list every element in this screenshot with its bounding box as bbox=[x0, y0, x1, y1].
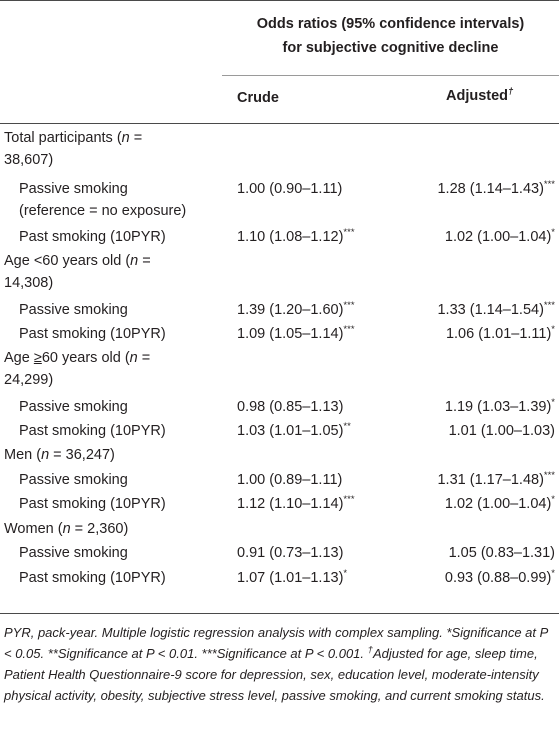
cell-crude: 0.98 (0.85–1.13) bbox=[237, 399, 344, 415]
row-label: Passive smoking bbox=[19, 302, 128, 318]
cell-adjusted: 1.33 (1.14–1.54)*** bbox=[437, 300, 555, 318]
cell-crude: 1.09 (1.05–1.14)*** bbox=[237, 324, 355, 342]
cell-adjusted: 1.06 (1.01–1.11)* bbox=[445, 324, 555, 342]
spanning-header: Odds ratios (95% confidence intervals) f… bbox=[222, 12, 559, 60]
row-label: Past smoking (10PYR) bbox=[19, 496, 166, 512]
row-label: Past smoking (10PYR) bbox=[19, 229, 166, 245]
cell-adjusted: 1.05 (0.83–1.31) bbox=[448, 545, 555, 561]
group-label-men: Men (n = 36,247) bbox=[4, 447, 115, 463]
row-label: Past smoking (10PYR) bbox=[19, 570, 166, 586]
col-header-adjusted-label: Adjusted bbox=[446, 88, 509, 104]
cell-crude: 1.12 (1.10–1.14)*** bbox=[237, 494, 355, 512]
cell-crude: 1.03 (1.01–1.05)** bbox=[237, 421, 351, 439]
group-label-age-60-plus: Age ≥60 years old (n = 24,299) bbox=[4, 350, 151, 388]
cell-crude: 1.00 (0.90–1.11) bbox=[237, 181, 343, 197]
header-line-2: for subjective cognitive decline bbox=[282, 40, 499, 56]
cell-crude: 0.91 (0.73–1.13) bbox=[237, 545, 344, 561]
cell-adjusted: 0.93 (0.88–0.99)* bbox=[444, 568, 555, 586]
row-label: Passive smoking (reference = no exposure) bbox=[19, 181, 187, 219]
col-header-adjusted: Adjusted† bbox=[446, 84, 513, 108]
row-label: Passive smoking bbox=[19, 472, 128, 488]
cell-adjusted: 1.01 (1.00–1.03) bbox=[448, 423, 555, 439]
row-label: Passive smoking bbox=[19, 399, 128, 415]
cell-adjusted: 1.02 (1.00–1.04)* bbox=[444, 227, 555, 245]
row-label: Past smoking (10PYR) bbox=[19, 326, 166, 342]
cell-adjusted: 1.28 (1.14–1.43)*** bbox=[437, 179, 555, 197]
header-rule bbox=[0, 123, 559, 124]
cell-adjusted: 1.02 (1.00–1.04)* bbox=[444, 494, 555, 512]
table-footnote: PYR, pack-year. Multiple logistic regres… bbox=[4, 625, 548, 703]
cell-adjusted: 1.19 (1.03–1.39)* bbox=[444, 397, 555, 415]
header-line-1: Odds ratios (95% confidence intervals) bbox=[256, 16, 525, 32]
cell-adjusted: 1.31 (1.17–1.48)*** bbox=[437, 470, 555, 488]
cell-crude: 1.10 (1.08–1.12)*** bbox=[237, 227, 355, 245]
adjusted-dagger: † bbox=[508, 86, 514, 98]
col-header-crude: Crude bbox=[237, 90, 279, 106]
group-label-women: Women (n = 2,360) bbox=[4, 521, 129, 537]
cell-crude: 1.00 (0.89–1.11) bbox=[237, 472, 343, 488]
header-subrule bbox=[222, 75, 559, 76]
row-label: Passive smoking bbox=[19, 545, 128, 561]
top-rule bbox=[0, 0, 559, 1]
group-label-total: Total participants (n = 38,607) bbox=[4, 130, 143, 168]
cell-crude: 1.07 (1.01–1.13)* bbox=[237, 568, 348, 586]
group-label-age-under-60: Age <60 years old (n = 14,308) bbox=[4, 253, 151, 291]
row-label: Past smoking (10PYR) bbox=[19, 423, 166, 439]
bottom-rule bbox=[0, 613, 559, 614]
cell-crude: 1.39 (1.20–1.60)*** bbox=[237, 300, 355, 318]
